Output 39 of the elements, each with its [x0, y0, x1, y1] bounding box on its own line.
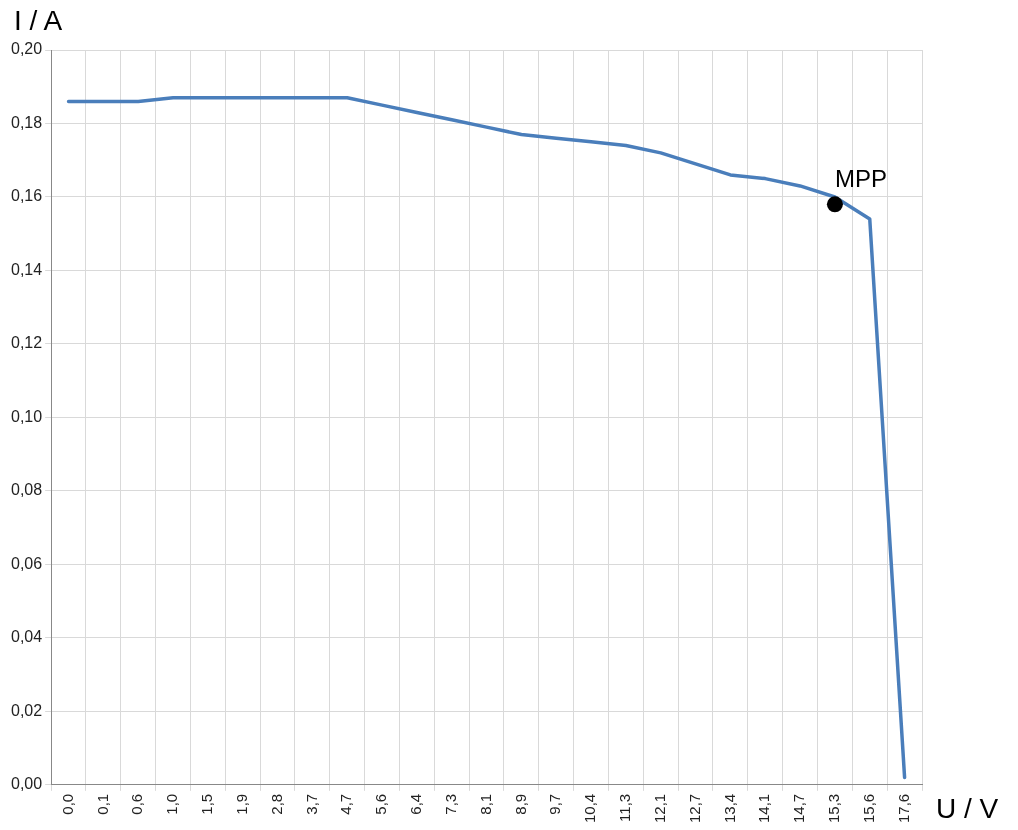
x-tick-label: 11,3 — [616, 793, 634, 822]
y-tick-label: 0,02 — [11, 701, 43, 719]
x-tick-label: 14,1 — [755, 793, 773, 824]
x-tick-label: 12,1 — [650, 793, 668, 824]
x-tick-label: 6,4 — [407, 793, 425, 815]
x-tick-label: 8,9 — [511, 793, 529, 815]
y-axis-title: I / A — [14, 4, 63, 36]
y-tick-label: 0,08 — [11, 481, 43, 499]
x-tick-label: 13,4 — [720, 793, 738, 824]
x-tick-label: 8,1 — [476, 793, 494, 815]
x-tick-label: 17,6 — [894, 793, 912, 824]
y-tick-label: 0,20 — [11, 40, 43, 58]
x-tick-label: 7,3 — [441, 793, 459, 815]
x-tick-label: 1,5 — [198, 793, 216, 815]
y-tick-label: 0,12 — [11, 334, 43, 352]
x-tick-label: 9,7 — [546, 793, 564, 815]
x-tick-label: 1,9 — [232, 793, 250, 815]
y-tick-label: 0,10 — [11, 407, 43, 425]
x-tick-label: 10,4 — [581, 793, 599, 824]
y-tick-label: 0,14 — [11, 260, 43, 278]
y-tick-label: 0,06 — [11, 554, 43, 572]
x-tick-label: 15,6 — [859, 793, 877, 824]
x-tick-label: 3,7 — [302, 793, 320, 815]
y-tick-label: 0,00 — [11, 775, 43, 793]
x-axis-title: U / V — [936, 792, 999, 824]
x-tick-label: 15,3 — [825, 793, 843, 824]
x-tick-label: 12,7 — [685, 793, 703, 824]
y-tick-label: 0,16 — [11, 187, 43, 205]
y-tick-label: 0,18 — [11, 113, 43, 131]
x-tick-label: 0,6 — [128, 793, 146, 815]
x-tick-label: 4,7 — [337, 793, 355, 815]
x-tick-label: 5,6 — [372, 793, 390, 815]
x-tick-label: 14,7 — [790, 793, 808, 824]
y-tick-label: 0,04 — [11, 628, 43, 646]
x-tick-label: 1,0 — [163, 793, 181, 815]
annotation: MPP — [834, 164, 887, 192]
x-tick-label: 0,0 — [58, 793, 76, 815]
x-tick-label: 2,8 — [267, 793, 285, 815]
x-tick-label: 0,1 — [93, 793, 111, 815]
